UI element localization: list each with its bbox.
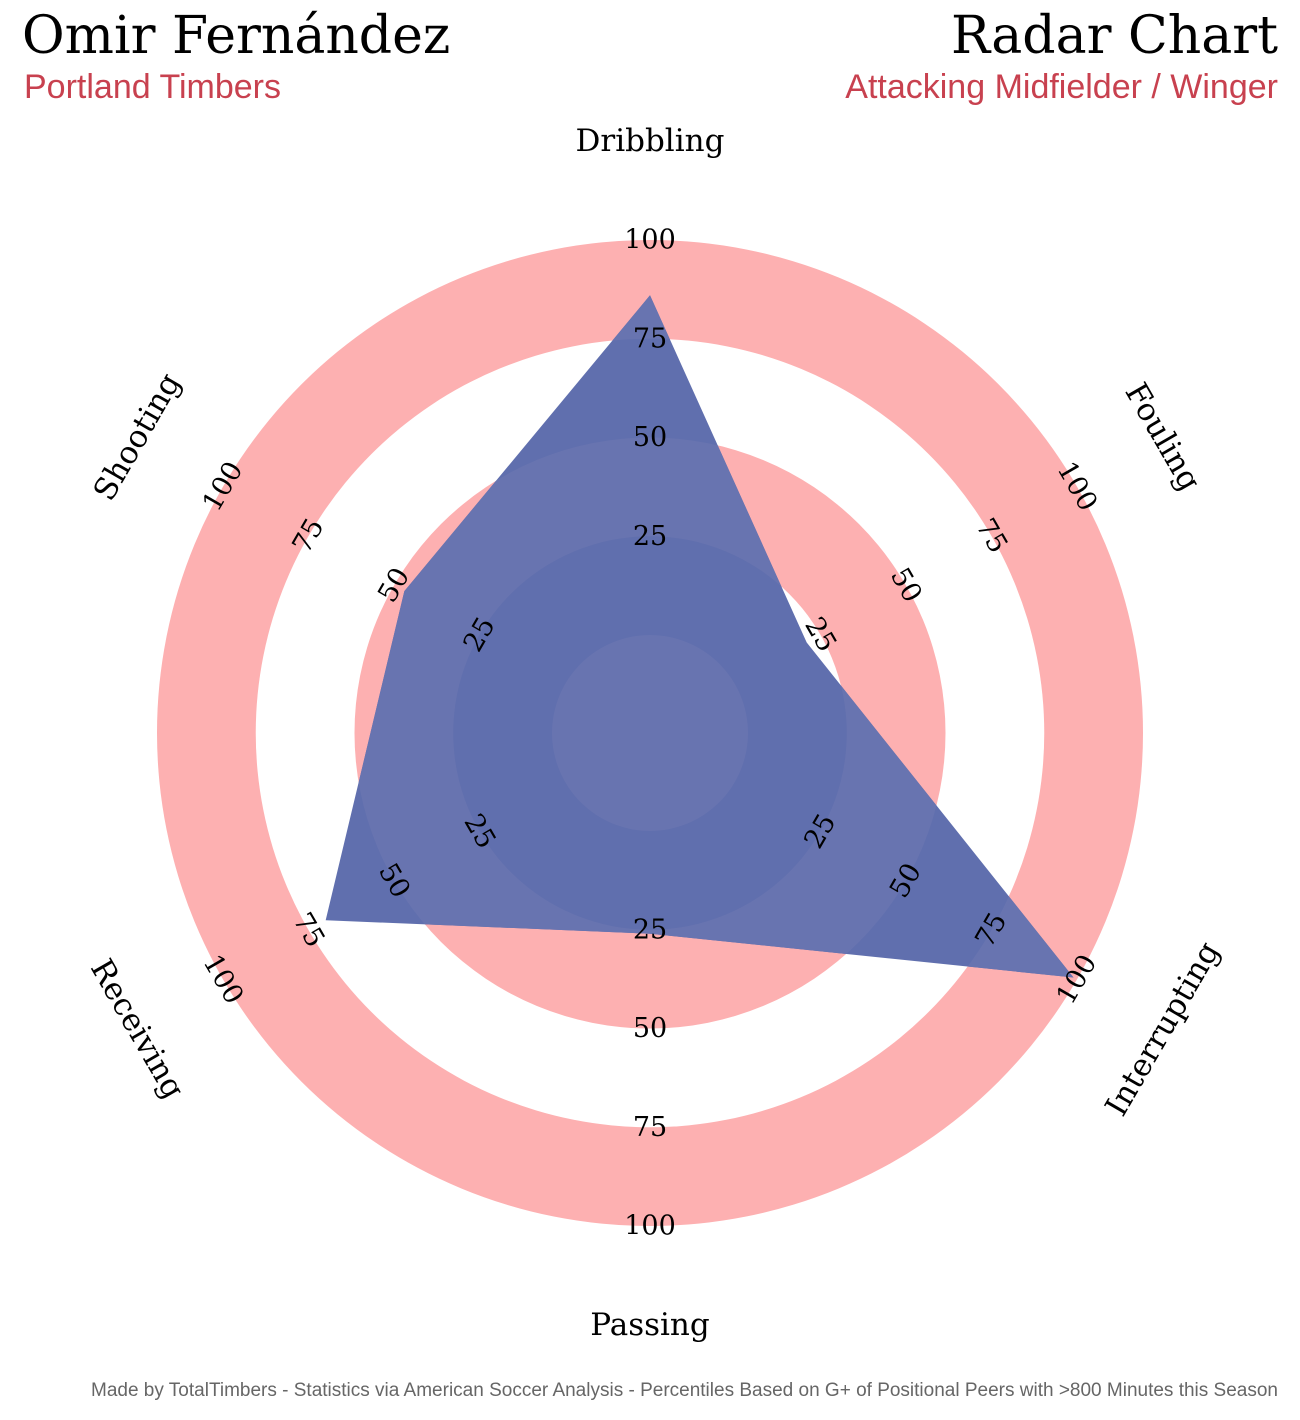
player-name: Omir Fernández: [22, 6, 451, 66]
radar-center-disk: [552, 635, 748, 831]
tick-label-passing-75: 75: [633, 1112, 667, 1143]
tick-label-dribbling-50: 50: [633, 422, 667, 453]
tick-label-passing-50: 50: [633, 1013, 667, 1044]
tick-label-dribbling-100: 100: [624, 225, 676, 256]
tick-label-passing-100: 100: [624, 1211, 676, 1242]
tick-label-dribbling-75: 75: [633, 323, 667, 354]
chart-title: Radar Chart: [950, 6, 1278, 66]
param-label-passing: Passing: [590, 1307, 710, 1343]
param-label-shooting: Shooting: [87, 367, 189, 507]
player-position: Attacking Midfielder / Winger: [845, 68, 1278, 106]
param-label-interrupting: Interrupting: [1098, 936, 1227, 1123]
param-label-fouling: Fouling: [1118, 377, 1208, 497]
param-label-receiving: Receiving: [83, 953, 191, 1105]
footer-credits: Made by TotalTimbers - Statistics via Am…: [91, 1380, 1278, 1401]
tick-label-dribbling-25: 25: [633, 521, 667, 552]
param-label-dribbling: Dribbling: [576, 123, 725, 159]
team-name: Portland Timbers: [24, 68, 281, 106]
tick-label-passing-25: 25: [633, 914, 667, 945]
